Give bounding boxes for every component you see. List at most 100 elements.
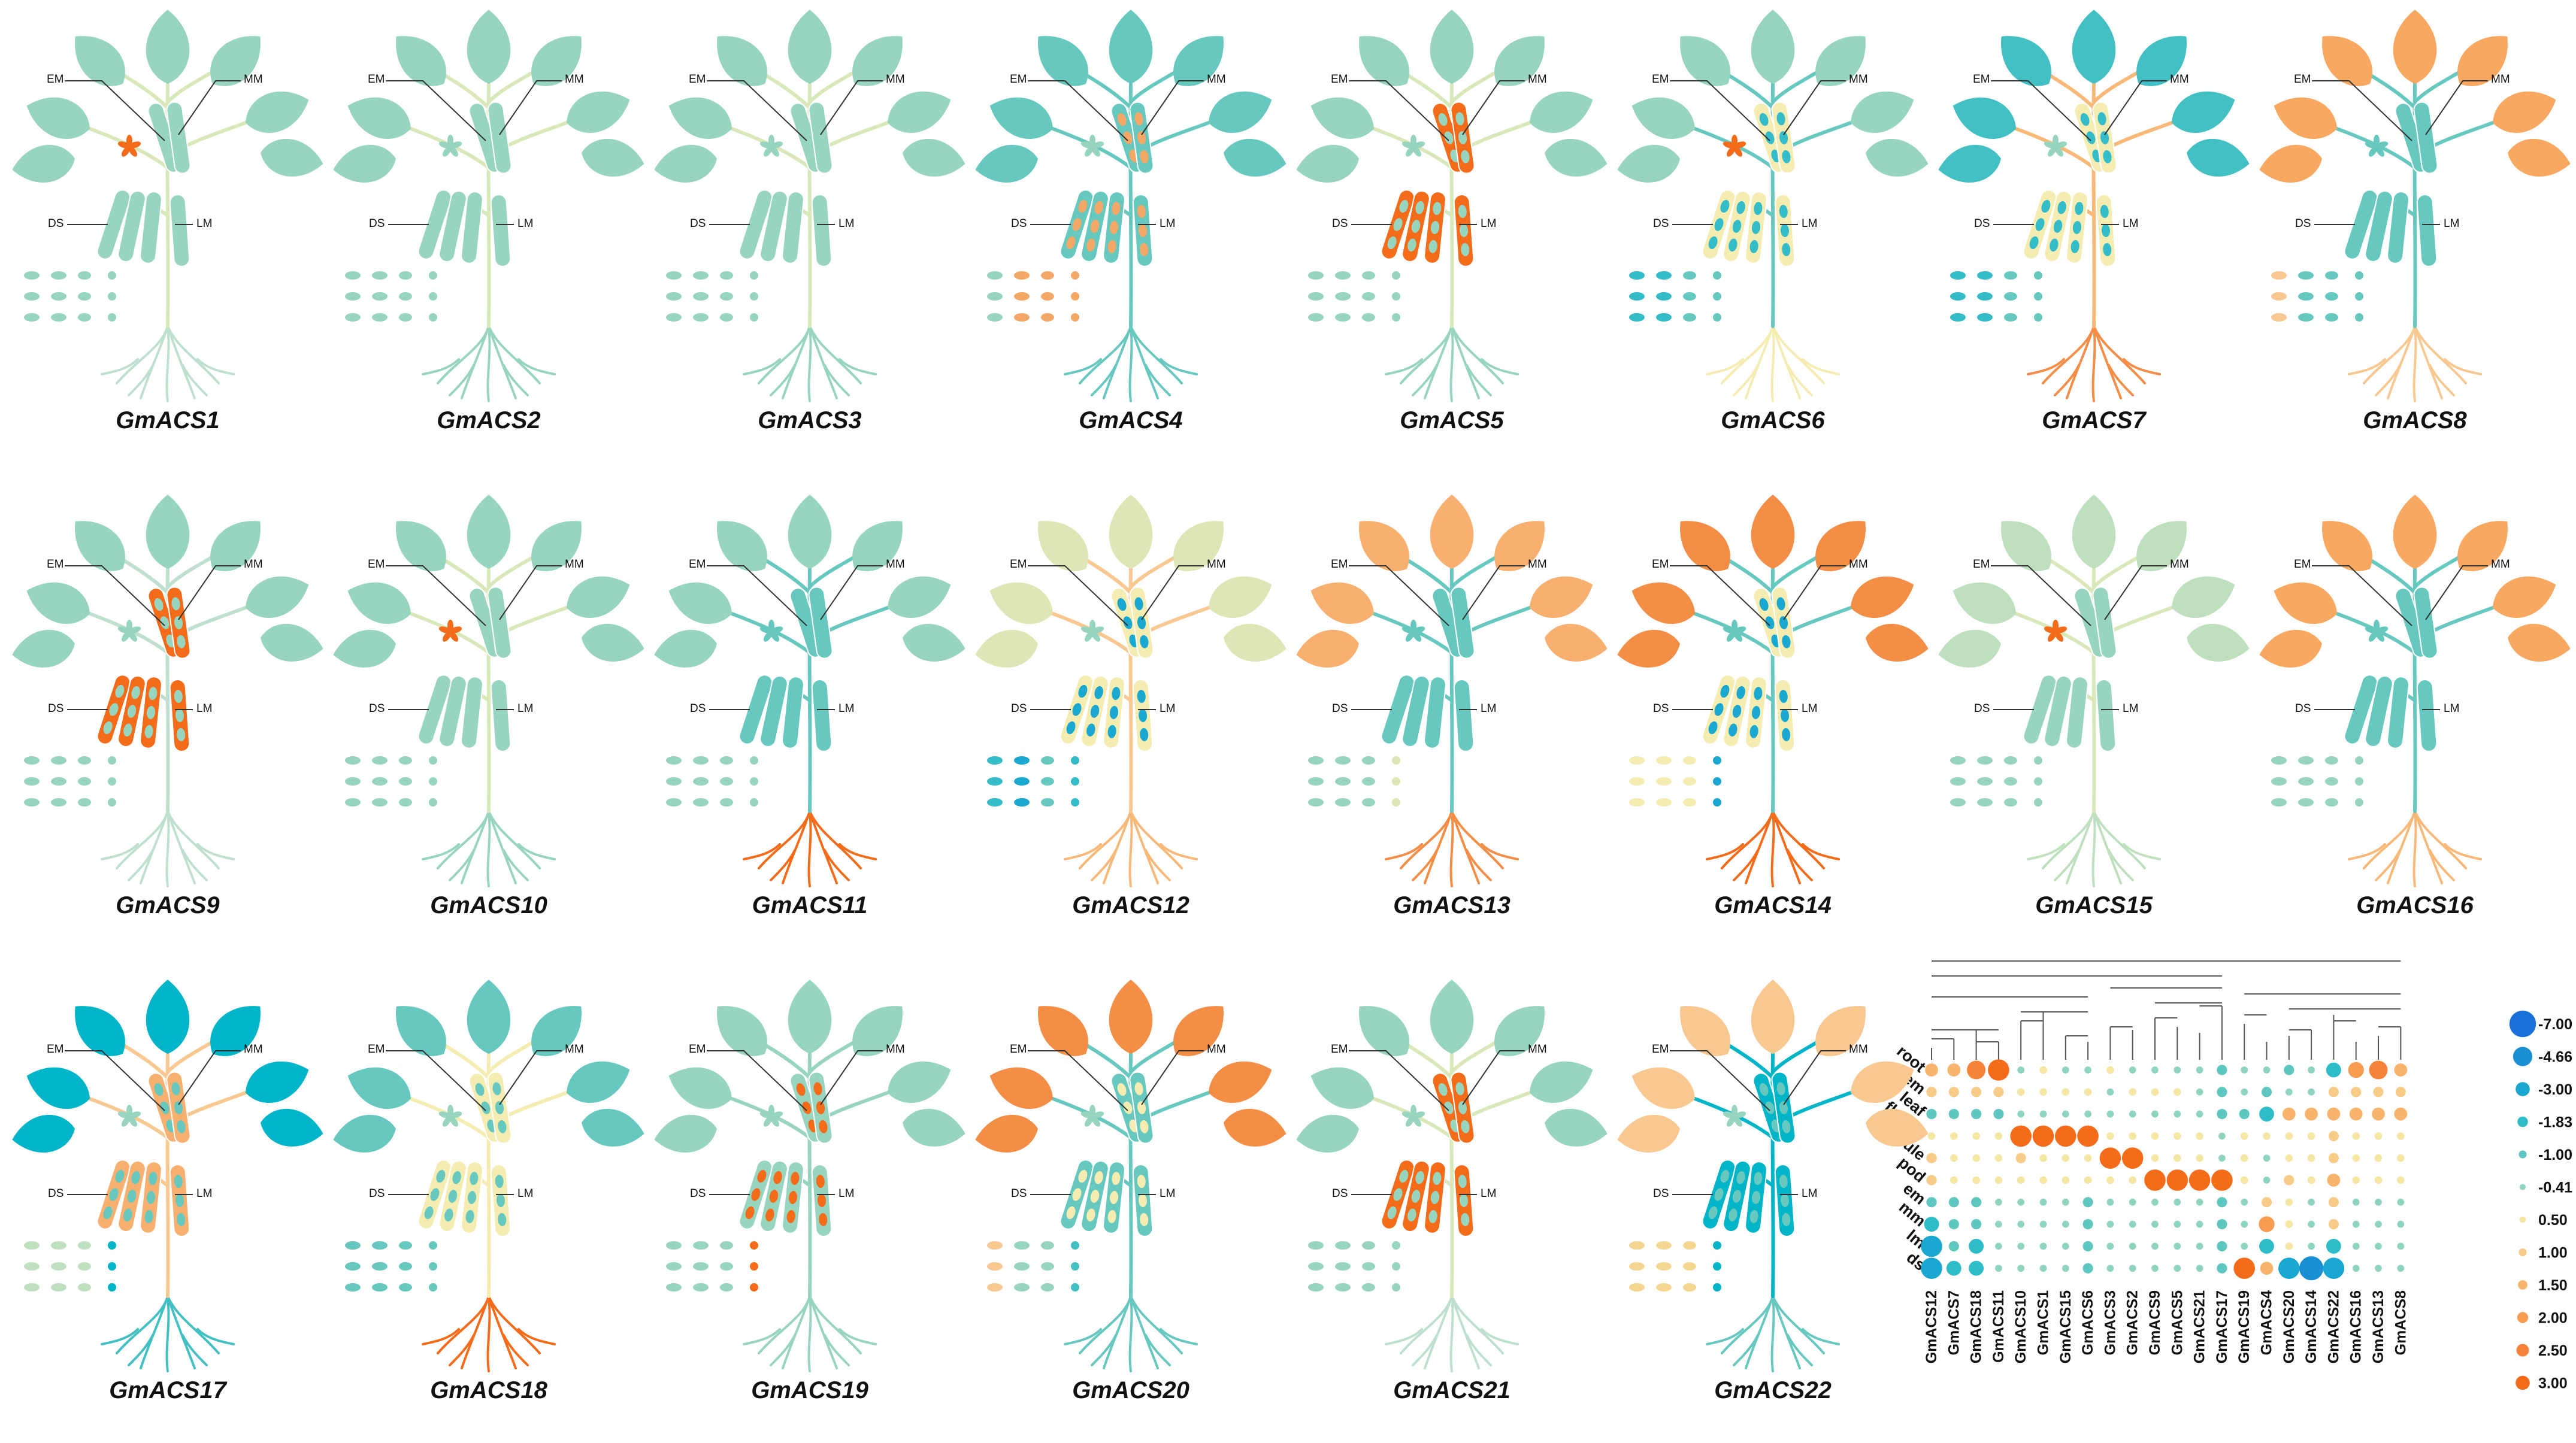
leaves [12,10,323,183]
tissue-label-ds: DS [1011,702,1027,715]
plant-panel: EM MM DS LM GmACS21 [1296,970,1608,1443]
legend-swatch [2519,1184,2526,1190]
leaves [1617,10,1929,183]
seed-stage-dots [24,271,116,322]
gene-name: GmACS18 [430,1377,547,1403]
heatmap-cell [1924,1217,1939,1232]
heatmap-cell [2259,1238,2274,1254]
column-label: GmACS5 [2169,1290,2185,1355]
heatmap-cell [2397,1154,2405,1162]
heatmap-cell [1995,1220,2002,1228]
callout-lines [1349,1050,1525,1195]
seed-stage-dots [24,1241,116,1292]
legend-label: -1.83 [2538,1114,2572,1131]
column-label: GmACS9 [2147,1290,2163,1355]
legend-swatch [2509,1010,2536,1038]
tissue-label-mm: MM [244,1043,263,1056]
plant-illustration [1938,495,2250,887]
flower [2365,135,2389,157]
pods [1702,586,1796,752]
heatmap-cell [2352,1198,2360,1206]
column-label: GmACS19 [2236,1290,2253,1363]
heatmap-cell [2352,1242,2360,1250]
heatmap-cell [2062,1265,2069,1272]
heatmap-cell [2151,1088,2159,1096]
column-label: GmACS3 [2102,1290,2118,1355]
heatmap-cell [1950,1154,1958,1162]
heatmap-cell [2062,1088,2070,1096]
seed-stage-dots [345,756,437,807]
leaves [654,495,965,668]
tissue-label-lm: LM [1802,1187,1818,1200]
heatmap-cell [2039,1066,2047,1074]
heatmap-cell [2039,1198,2047,1206]
flower [759,1105,783,1127]
heatmap-cell [2263,1132,2271,1140]
gene-name: GmACS10 [430,892,547,918]
heatmap-cell [2062,1242,2069,1250]
tissue-label-em: EM [1010,558,1027,571]
heatmap-cell [2375,1242,2382,1250]
column-label: GmACS2 [2124,1290,2141,1355]
legend-swatch [2516,1344,2529,1357]
heatmap-cell [2017,1220,2025,1228]
heatmap-cell [2106,1176,2114,1184]
tissue-label-mm: MM [1849,1043,1868,1056]
tissue-label-em: EM [47,73,64,86]
tissue-label-ds: DS [690,702,706,715]
callout-lines [707,565,883,710]
heatmap-cell [1972,1176,1980,1184]
heatmap-cell [2174,1265,2181,1272]
seed-stage-dots [987,756,1079,807]
tissue-label-em: EM [689,558,706,571]
heatmap-cell [1972,1154,1980,1162]
leaves [654,10,965,183]
tissue-label-lm: LM [196,217,213,230]
heatmap-cell [2394,1063,2408,1077]
heatmap-cell [2374,1176,2383,1184]
heatmap-cell [2328,1153,2339,1163]
pods [1702,1071,1796,1237]
plant-panel: EM MM DS LM GmACS12 [975,485,1287,958]
heatmap-cell [1950,1176,1958,1184]
heatmap-cell [1969,1260,1984,1276]
heatmap-cell [2196,1242,2203,1250]
heatmap-cell [2039,1088,2047,1096]
tissue-label-lm: LM [1481,1187,1497,1200]
plant-illustration [975,10,1287,402]
heatmap-cell [2106,1242,2114,1250]
heatmap-cell [2397,1265,2405,1272]
heatmap-cell [2373,1087,2384,1098]
heatmap-cell [1927,1132,1936,1140]
root-system [1064,325,1198,402]
heatmap-cell [2282,1107,2296,1121]
heatmap-cell [2039,1176,2047,1184]
tissue-label-lm: LM [1160,217,1176,230]
heatmap-cell [2352,1220,2360,1228]
heatmap-cell [1971,1109,1982,1120]
heatmap-cell [2082,1263,2093,1274]
legend-swatch [2516,1082,2530,1096]
heatmap-cell [2129,1265,2136,1272]
tissue-label-ds: DS [369,702,385,715]
heatmap-cell [2106,1066,2114,1074]
pods [1060,1071,1154,1237]
tissue-label-lm: LM [517,702,534,715]
plant-illustration [12,10,323,402]
heatmap-cell [2174,1198,2181,1206]
flower [1080,1105,1104,1127]
heatmap-cell [1995,1265,2002,1272]
tissue-label-ds: DS [1332,217,1348,230]
pods [738,1071,833,1237]
heatmap-cell [2261,1087,2272,1098]
root-system [1706,325,1840,402]
root-system [743,325,877,402]
tissue-label-lm: LM [2123,702,2139,715]
heatmap-cell [2352,1265,2360,1272]
legend-label: -4.66 [2538,1049,2572,1066]
tissue-label-lm: LM [839,217,855,230]
leaves [333,980,644,1153]
pods [417,101,512,267]
heatmap-cell [2217,1241,2227,1251]
heatmap-cell [2397,1176,2405,1184]
